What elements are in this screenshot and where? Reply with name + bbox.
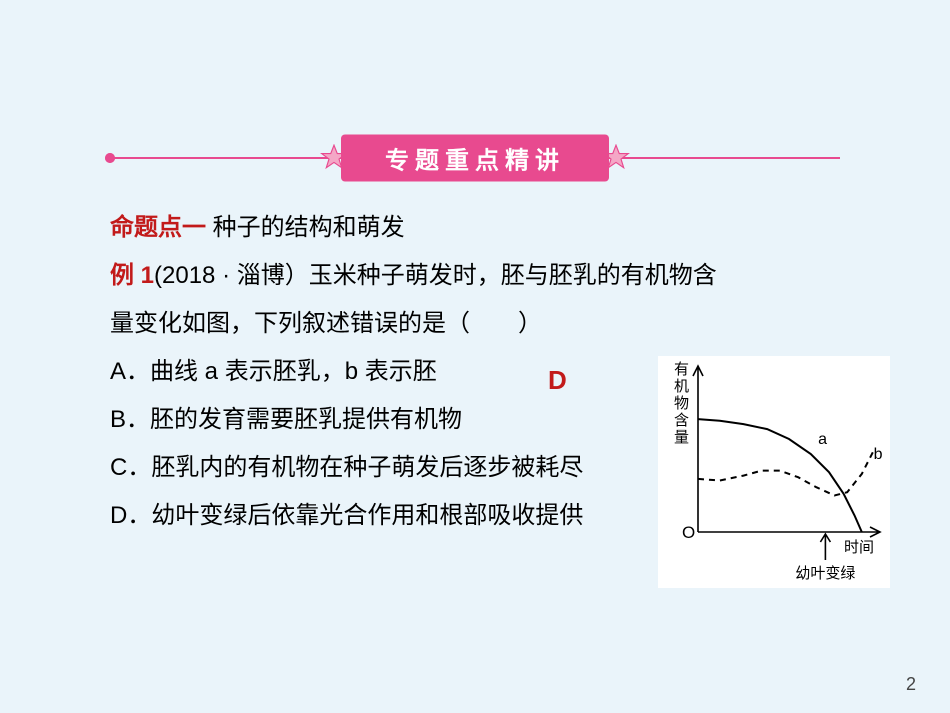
chart-ylabel: 物 bbox=[674, 395, 689, 412]
chart-label-a: a bbox=[818, 431, 827, 448]
example-line-1: 例 1(2018 · 淄博）玉米种子萌发时，胚与胚乳的有机物含 bbox=[110, 252, 840, 300]
chart-xlabel: 时间 bbox=[844, 539, 874, 556]
chart-ylabel: 有 bbox=[674, 361, 689, 378]
chart-svg: 有机物含量 O 时间 a b 幼叶变绿 bbox=[658, 356, 890, 588]
banner-title: 专题重点精讲 bbox=[341, 135, 609, 182]
chart-arrow bbox=[820, 534, 830, 560]
example-stem-1: 玉米种子萌发时，胚与胚乳的有机物含 bbox=[309, 262, 717, 289]
chart-series-b bbox=[698, 449, 875, 496]
chart-series-a bbox=[698, 419, 862, 532]
topic-line: 命题点一 种子的结构和萌发 bbox=[110, 204, 840, 252]
page-number: 2 bbox=[906, 674, 916, 695]
banner-dot-right bbox=[105, 153, 115, 163]
slide: 专题重点精讲 命题点一 种子的结构和萌发 例 1(2018 · 淄博）玉米种子萌… bbox=[0, 0, 950, 713]
chart-origin: O bbox=[682, 523, 695, 542]
topic-title: 种子的结构和萌发 bbox=[206, 214, 405, 241]
chart-ylabel: 量 bbox=[674, 429, 689, 446]
chart-annotation: 幼叶变绿 bbox=[795, 565, 855, 582]
answer-letter: D bbox=[548, 354, 567, 406]
chart: 有机物含量 O 时间 a b 幼叶变绿 bbox=[658, 356, 890, 588]
chart-ylabel: 含 bbox=[674, 412, 689, 429]
chart-ylabel: 机 bbox=[674, 378, 689, 395]
example-source: (2018 · 淄博） bbox=[154, 262, 309, 289]
example-line-2: 量变化如图，下列叙述错误的是（ ） bbox=[110, 300, 840, 348]
section-banner: 专题重点精讲 bbox=[110, 130, 840, 186]
topic-label: 命题点一 bbox=[110, 214, 206, 241]
chart-label-b: b bbox=[874, 446, 883, 463]
example-label: 例 1 bbox=[110, 262, 154, 289]
